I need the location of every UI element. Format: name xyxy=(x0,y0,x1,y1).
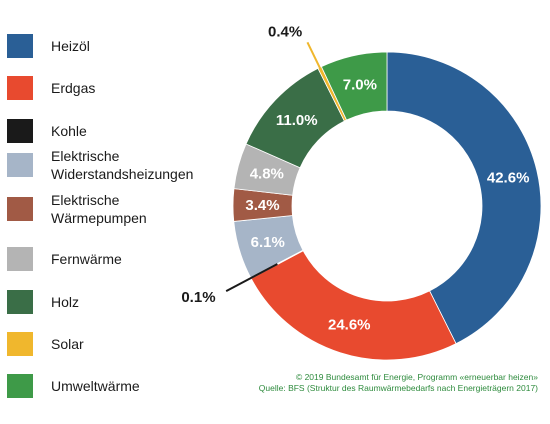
data-label-kohle: 0.1% xyxy=(181,289,215,306)
footer-source: Quelle: BFS (Struktur des Raumwärmebedar… xyxy=(258,383,538,393)
legend-swatch xyxy=(7,119,33,143)
data-label-elektrische-waermepumpen: 3.4% xyxy=(245,197,279,214)
legend-swatch xyxy=(7,290,33,314)
legend-swatch xyxy=(7,76,33,100)
legend-label: Kohle xyxy=(51,123,87,139)
slice-heizoel xyxy=(386,51,542,345)
legend-label: Elektrische Widerstandsheizungen xyxy=(51,148,194,182)
slice-umweltwaerme xyxy=(320,51,388,121)
legend-swatch xyxy=(7,374,33,398)
slice-erdgas xyxy=(250,250,457,361)
data-label-fernwaerme: 4.8% xyxy=(250,166,284,183)
legend-swatch xyxy=(7,247,33,271)
footer-credits: © 2019 Bundesamt für Energie, Programm «… xyxy=(259,372,538,394)
legend-label: Solar xyxy=(51,336,84,352)
data-label-heizoel: 42.6% xyxy=(487,169,530,186)
data-label-solar: 0.4% xyxy=(268,24,302,41)
legend-label: Elektrische Wärmepumpen xyxy=(51,192,147,226)
data-label-erdgas: 24.6% xyxy=(328,317,371,334)
legend-swatch xyxy=(7,153,33,177)
leader-line-kohle xyxy=(225,263,278,293)
legend-label: Heizöl xyxy=(51,38,90,54)
legend-label: Erdgas xyxy=(51,80,96,96)
data-label-umweltwaerme: 7.0% xyxy=(343,76,377,93)
legend-label: Fernwärme xyxy=(51,251,122,267)
data-label-elektrische-widerstandsheizungen: 6.1% xyxy=(251,234,285,251)
legend-swatch xyxy=(7,332,33,356)
legend-label: Umweltwärme xyxy=(51,378,140,394)
legend: Heizöl Erdgas Kohle Elektrische Widersta… xyxy=(0,0,230,424)
footer-copyright: © 2019 Bundesamt für Energie, Programm «… xyxy=(295,372,538,382)
data-label-holz: 11.0% xyxy=(276,112,318,129)
legend-swatch xyxy=(7,197,33,221)
leader-line-solar xyxy=(306,41,334,95)
legend-swatch xyxy=(7,34,33,58)
legend-label: Holz xyxy=(51,294,80,310)
